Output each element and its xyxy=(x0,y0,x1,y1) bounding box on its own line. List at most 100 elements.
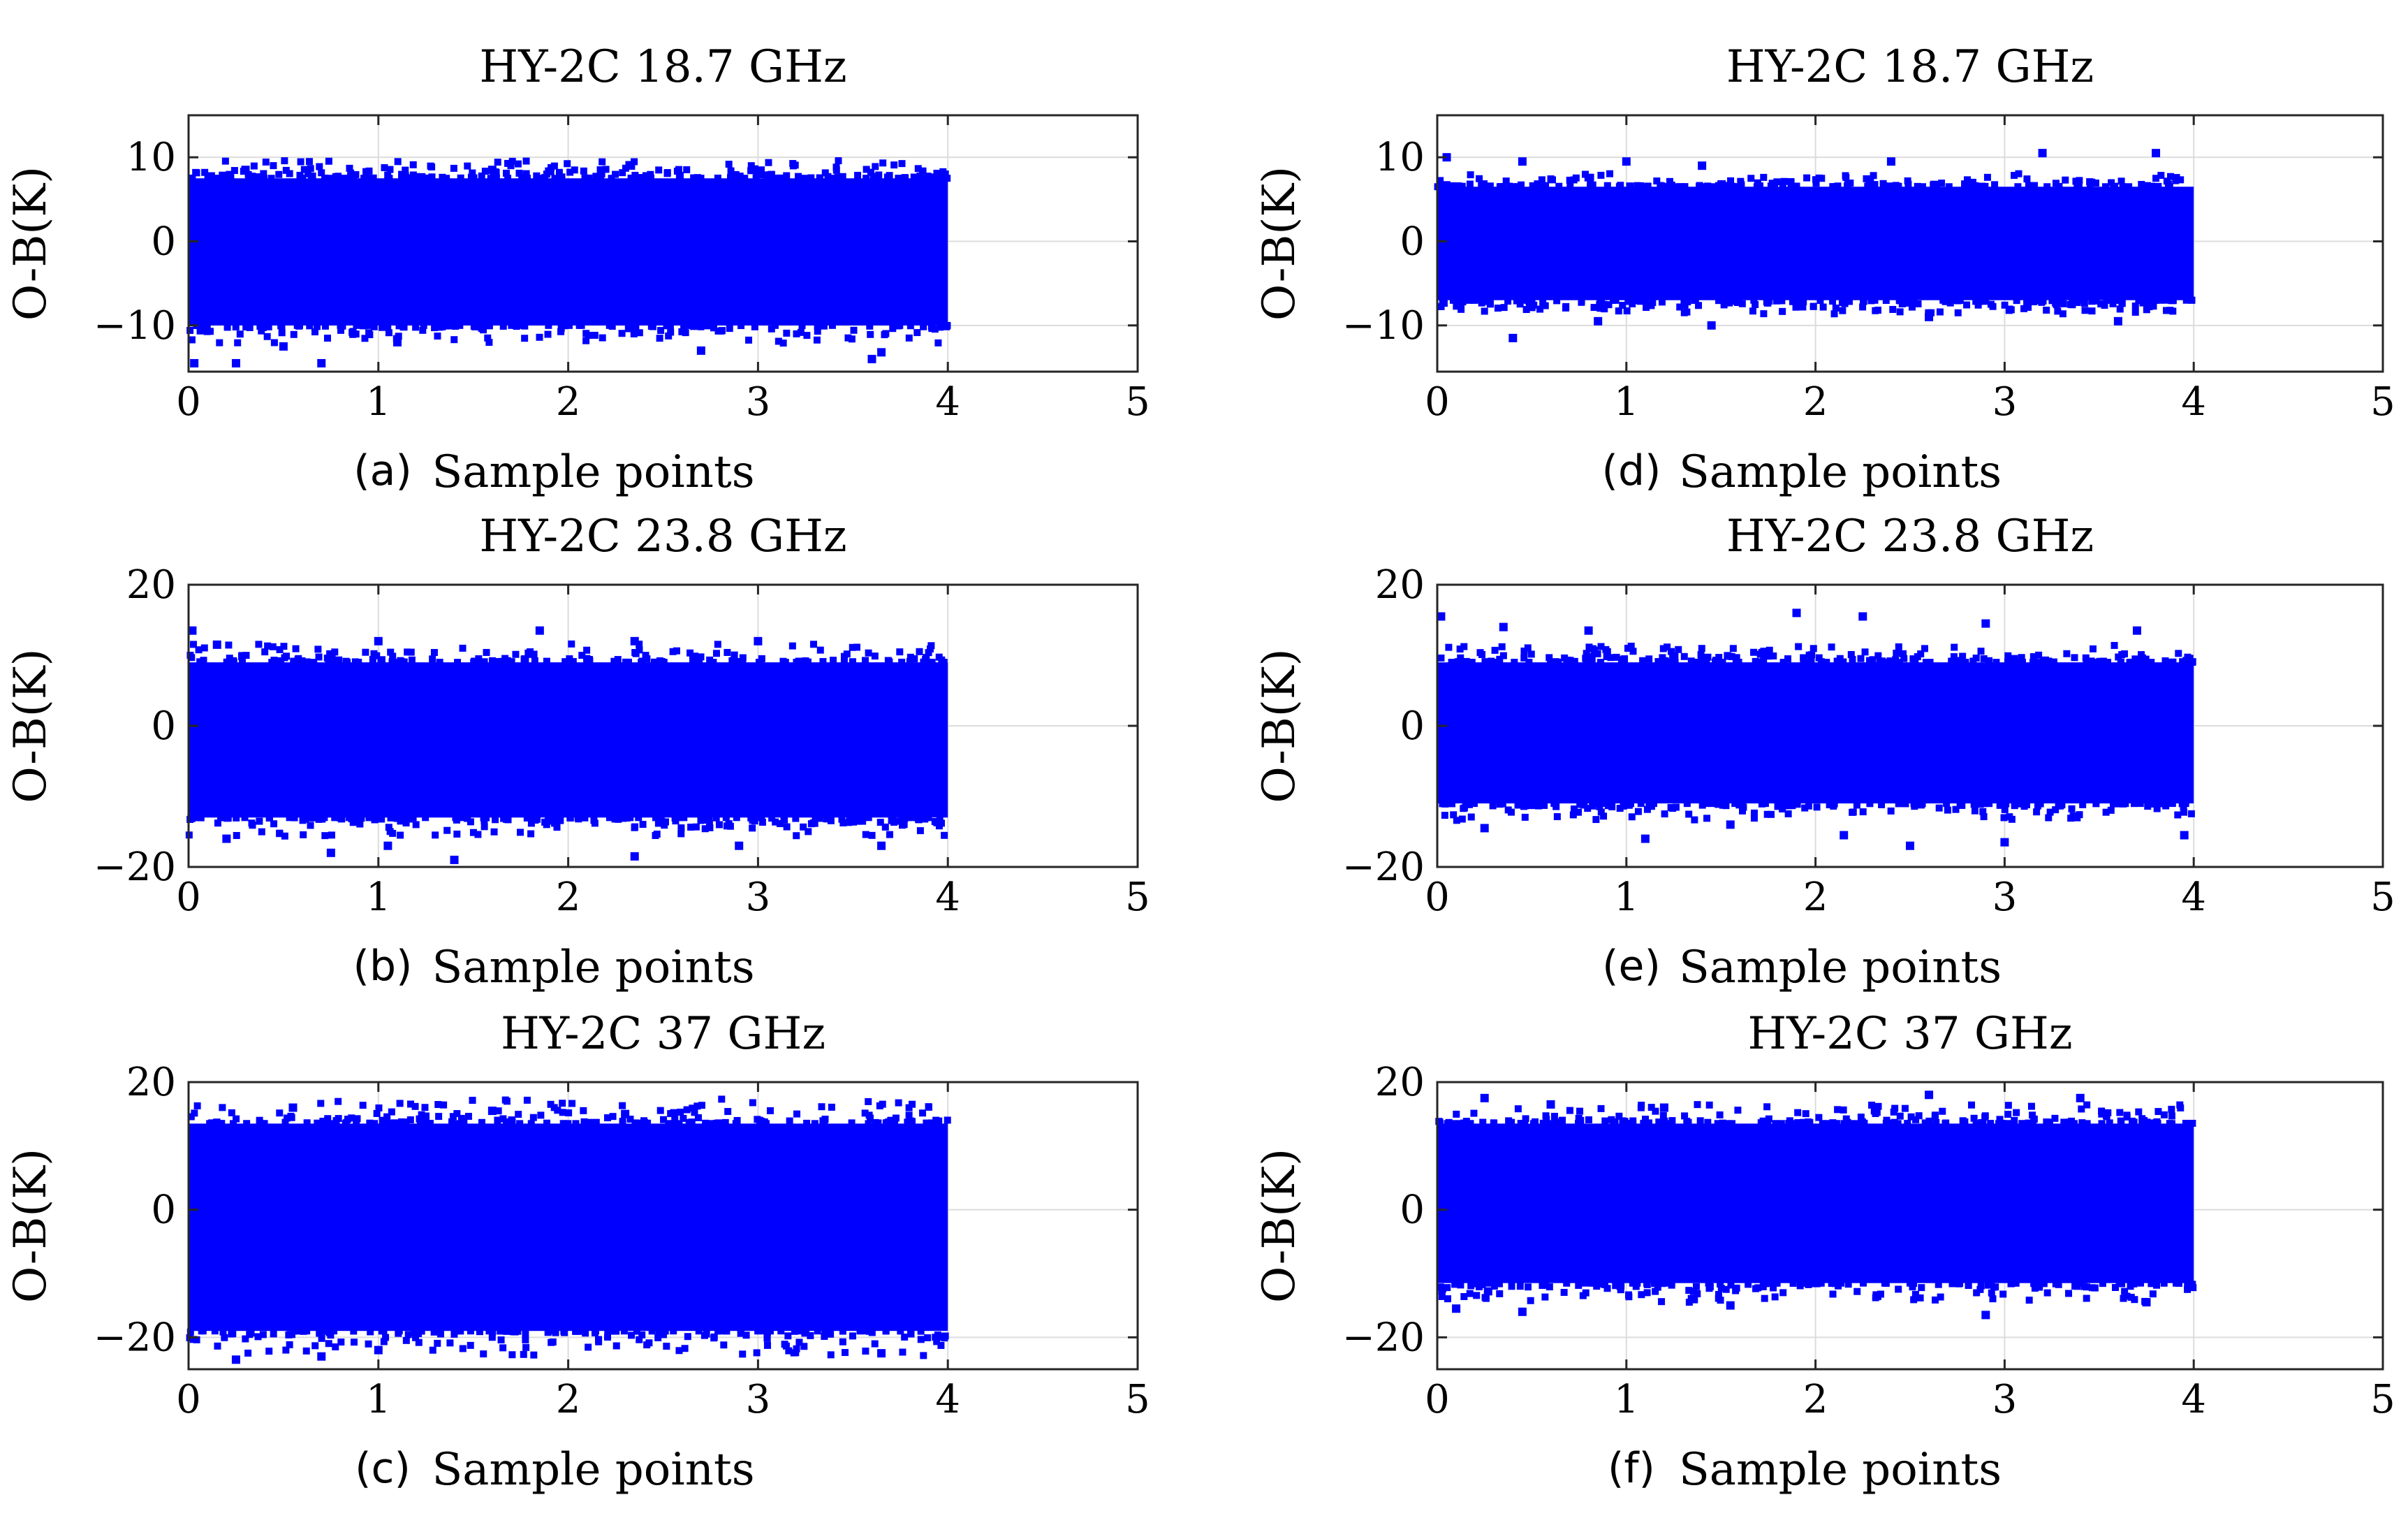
scatter-point-outlier xyxy=(735,841,744,850)
scatter-point xyxy=(793,330,800,337)
scatter-point xyxy=(1659,1280,1666,1287)
scatter-point xyxy=(1881,182,1888,189)
x-tick-label: 0 xyxy=(1425,379,1450,425)
scatter-point xyxy=(677,824,685,832)
scatter-point xyxy=(1448,800,1456,808)
scatter-point xyxy=(290,814,298,822)
scatter-point xyxy=(922,814,930,822)
scatter-point-outlier xyxy=(754,636,763,645)
scatter-point xyxy=(1965,181,1972,189)
scatter-point xyxy=(359,322,367,330)
scatter-point xyxy=(255,175,263,182)
y-tick-label: 0 xyxy=(151,219,176,264)
scatter-point xyxy=(827,1351,835,1359)
scatter-point xyxy=(898,160,906,168)
scatter-point-outlier xyxy=(1584,626,1593,635)
scatter-point xyxy=(1615,307,1622,315)
scatter-point xyxy=(917,1327,925,1335)
scatter-point xyxy=(454,659,462,666)
scatter-point xyxy=(352,330,360,338)
scatter-point xyxy=(561,658,569,666)
scatter-point xyxy=(624,325,632,333)
scatter-point xyxy=(1450,1120,1458,1128)
scatter-point xyxy=(1691,296,1698,304)
scatter-point xyxy=(2118,300,2126,307)
scatter-point xyxy=(459,1345,467,1352)
scatter-point xyxy=(2153,1281,2161,1289)
scatter-point xyxy=(643,655,651,663)
scatter-point xyxy=(671,814,679,822)
scatter-point xyxy=(1826,801,1833,809)
scatter-point xyxy=(832,163,840,171)
scatter-point xyxy=(2014,183,2022,191)
scatter-point xyxy=(238,659,246,666)
scatter-point xyxy=(788,642,796,650)
scatter-point xyxy=(1974,301,1982,309)
x-tick-label: 0 xyxy=(1425,875,1450,920)
x-tick-label: 5 xyxy=(1125,875,1150,920)
scatter-point xyxy=(1891,1104,1899,1112)
scatter-point xyxy=(1485,1279,1492,1287)
scatter-point xyxy=(2154,1108,2162,1116)
scatter-point xyxy=(1546,1283,1553,1291)
scatter-point xyxy=(335,1115,342,1123)
scatter-point xyxy=(527,830,535,838)
scatter-point xyxy=(914,815,922,823)
scatter-point xyxy=(1456,645,1464,653)
scatter-point xyxy=(2001,805,2009,813)
scatter-point xyxy=(409,814,417,822)
scatter-point xyxy=(2025,303,2032,311)
scatter-point xyxy=(1603,648,1611,655)
scatter-point xyxy=(1466,1290,1474,1297)
scatter-point xyxy=(1832,304,1840,312)
scatter-point xyxy=(1553,813,1561,821)
scatter-point xyxy=(2161,296,2168,304)
scatter-point xyxy=(657,814,665,822)
scatter-point xyxy=(571,166,578,174)
scatter-point xyxy=(1541,801,1548,809)
scatter-point xyxy=(2184,1285,2192,1293)
scatter-point xyxy=(1954,309,1962,316)
scatter-point xyxy=(331,814,339,822)
scatter-point xyxy=(1900,650,1907,657)
scatter-point-outlier xyxy=(1659,1103,1668,1112)
scatter-point xyxy=(764,1327,772,1335)
scatter-point xyxy=(1583,658,1590,666)
scatter-point xyxy=(1832,1280,1840,1287)
scatter-point xyxy=(697,817,705,824)
scatter-point xyxy=(1879,657,1886,665)
scatter-point xyxy=(2098,1120,2106,1128)
scatter-point xyxy=(323,335,331,342)
scatter-point xyxy=(402,166,409,174)
scatter-point xyxy=(1866,800,1874,808)
scatter-point xyxy=(565,1109,573,1117)
scatter-point xyxy=(1593,1279,1601,1287)
scatter-point xyxy=(813,336,821,344)
scatter-point xyxy=(1601,305,1608,313)
scatter-point xyxy=(1667,659,1675,666)
scatter-point xyxy=(1645,655,1653,663)
scatter-point xyxy=(1535,802,1543,810)
scatter-point-outlier xyxy=(2142,1298,2151,1307)
scatter-point xyxy=(2069,301,2076,309)
scatter-point xyxy=(1634,808,1642,815)
scatter-point-outlier xyxy=(1508,333,1518,342)
scatter-point xyxy=(1796,1282,1804,1290)
scatter-point xyxy=(656,1107,664,1114)
y-axis-label: O-B(K) xyxy=(1254,1148,1305,1303)
scatter-point xyxy=(642,172,649,180)
scatter-point xyxy=(484,334,492,342)
scatter-point xyxy=(1752,300,1759,308)
scatter-point xyxy=(1516,1283,1524,1290)
scatter-point xyxy=(1587,652,1595,660)
scatter-point xyxy=(1916,801,1923,808)
scatter-point xyxy=(2120,800,2127,808)
scatter-point xyxy=(636,641,643,648)
scatter-point xyxy=(341,175,348,182)
y-tick-label: −20 xyxy=(94,1315,176,1360)
scatter-point xyxy=(1615,183,1623,191)
scatter-point xyxy=(304,170,311,178)
scatter-point xyxy=(2148,659,2155,666)
scatter-point xyxy=(371,1120,379,1128)
scatter-point xyxy=(2150,302,2157,310)
